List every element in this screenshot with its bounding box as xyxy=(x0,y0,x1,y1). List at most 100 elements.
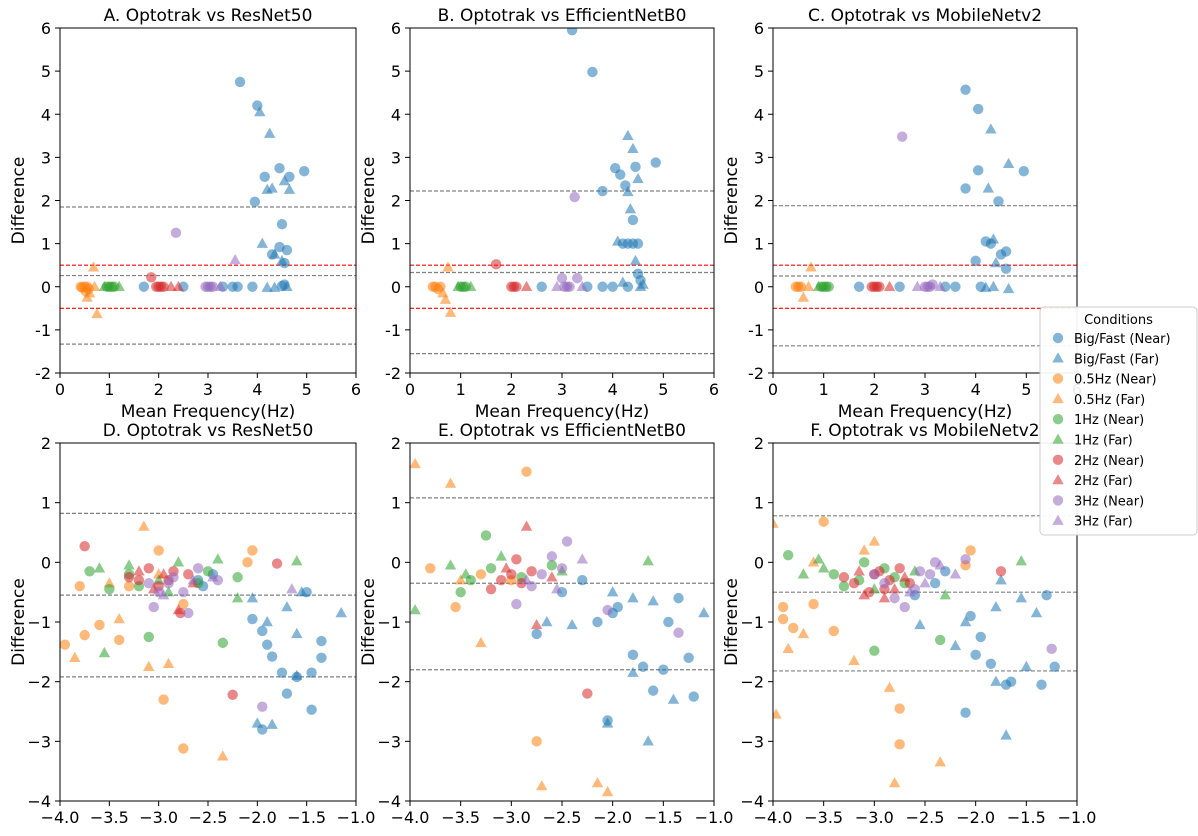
data-point xyxy=(281,244,293,256)
y-tick-label: 0 xyxy=(391,553,401,572)
axes-frame xyxy=(59,442,357,802)
chart-panel-3: −4.0 −3.5 −3.0 −2.5 −2.0 −1.5 −1.0 −4 −3 −2 −1 0 1 2 D… xyxy=(9,421,375,836)
data-point xyxy=(995,574,1007,585)
data-point xyxy=(123,559,135,570)
y-tick-label: -1 xyxy=(385,321,401,340)
data-point xyxy=(564,281,575,292)
data-point xyxy=(853,565,865,576)
y-tick-label: −4 xyxy=(377,792,401,811)
legend-marker xyxy=(1052,433,1064,444)
data-point xyxy=(261,616,273,627)
data-point xyxy=(526,566,537,577)
data-point xyxy=(460,568,472,579)
data-point xyxy=(858,544,870,555)
x-tick-label: −1.5 xyxy=(644,808,683,827)
data-point xyxy=(1000,729,1012,740)
y-tick-label: −2 xyxy=(27,673,51,692)
x-tick-label: −2.5 xyxy=(906,808,945,827)
legend-marker xyxy=(1052,392,1064,404)
legend-label: 3Hz (Near) xyxy=(1074,494,1144,509)
data-point xyxy=(271,558,283,569)
data-point xyxy=(615,169,626,180)
data-point xyxy=(904,586,916,597)
data-point xyxy=(490,259,502,270)
x-tick-label: 1 xyxy=(819,380,829,399)
data-point xyxy=(146,272,157,283)
data-point xyxy=(1030,607,1043,618)
data-point xyxy=(650,157,661,168)
data-point xyxy=(627,666,639,677)
data-point xyxy=(617,276,629,287)
data-point xyxy=(627,592,639,603)
data-point xyxy=(268,281,281,292)
data-point xyxy=(777,601,789,613)
x-tick-label: −4.0 xyxy=(391,808,430,827)
data-point xyxy=(263,127,276,138)
data-point xyxy=(960,707,971,718)
data-point xyxy=(511,554,522,565)
data-point xyxy=(299,165,310,177)
data-point xyxy=(266,718,278,729)
data-point xyxy=(444,306,457,317)
y-tick-label: 0 xyxy=(754,278,764,297)
y-tick-label: -1 xyxy=(748,321,764,340)
chart-panel-0: 0 1 2 3 4 5 6 -2 -1 0 1 2 3 4 5 6 A. Optotrak vs ResNet5… xyxy=(9,6,361,422)
data-point xyxy=(291,627,303,639)
data-point xyxy=(183,607,194,619)
data-point xyxy=(914,618,926,630)
data-point xyxy=(869,645,880,656)
data-point xyxy=(990,257,1002,268)
data-point xyxy=(335,607,347,618)
data-point xyxy=(838,572,850,583)
data-point xyxy=(217,637,228,649)
data-point xyxy=(797,568,810,579)
data-point xyxy=(572,272,583,284)
data-point xyxy=(83,287,96,298)
y-tick-label: −1 xyxy=(740,613,764,632)
axes-frame xyxy=(59,27,357,374)
data-point xyxy=(899,571,911,582)
data-point xyxy=(805,261,817,272)
y-tick-label: 2 xyxy=(41,192,51,211)
data-point xyxy=(183,569,194,580)
data-point xyxy=(919,577,931,588)
data-point xyxy=(894,703,905,714)
legend-box xyxy=(1039,306,1198,536)
x-tick-label: −1.5 xyxy=(287,808,326,827)
data-point xyxy=(531,736,542,747)
data-point xyxy=(123,581,135,592)
x-axis-label: Mean Frequency(Hz) xyxy=(838,402,1013,422)
data-point xyxy=(807,556,820,567)
data-point xyxy=(268,248,281,259)
x-tick-label: −1.5 xyxy=(1007,808,1046,827)
data-point xyxy=(894,739,905,750)
data-point xyxy=(939,589,951,600)
data-point xyxy=(247,545,258,556)
y-tick-label: −4 xyxy=(27,792,51,811)
data-point xyxy=(520,520,533,531)
data-point xyxy=(783,549,794,561)
data-point xyxy=(812,553,825,564)
data-point xyxy=(612,235,624,246)
data-point xyxy=(566,618,578,630)
x-tick-label: 5 xyxy=(302,380,312,399)
data-point xyxy=(823,281,834,292)
chart-panel-1: 0 1 2 3 4 5 6 -2 -1 0 1 2 3 4 5 6 B. Optotrak vs Efficie… xyxy=(359,6,719,422)
data-point xyxy=(249,196,261,207)
x-tick-label: 3 xyxy=(203,380,213,399)
y-tick-label: −2 xyxy=(377,673,401,692)
data-point xyxy=(601,717,614,728)
legend-marker xyxy=(1052,373,1064,384)
data-point xyxy=(869,569,880,580)
data-point xyxy=(606,586,619,597)
data-point xyxy=(410,604,421,615)
data-point xyxy=(551,280,563,291)
data-point xyxy=(1000,246,1012,257)
y-tick-label: −4 xyxy=(740,792,764,811)
legend-marker xyxy=(1052,332,1064,344)
y-tick-label: 0 xyxy=(41,553,51,572)
data-point xyxy=(673,592,684,604)
y-tick-label: −3 xyxy=(27,732,51,751)
data-point xyxy=(246,592,259,603)
